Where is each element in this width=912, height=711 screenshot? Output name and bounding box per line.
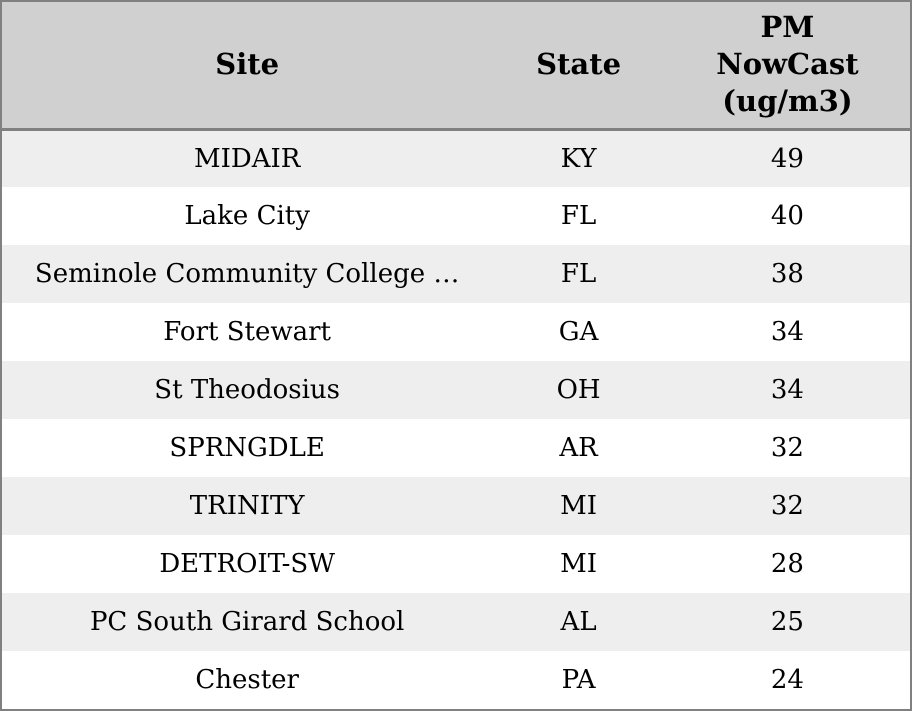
column-header-state: State (492, 2, 665, 131)
table-body: MIDAIR KY 49 Lake City FL 40 Seminole Co… (2, 129, 910, 709)
column-header-pm-nowcast: PM NowCast (ug/m3) (664, 2, 910, 131)
table-row: Seminole Community College … FL 38 (2, 245, 910, 303)
table-row: DETROIT-SW MI 28 (2, 535, 910, 593)
cell-pm-nowcast: 25 (664, 593, 910, 651)
table-row: PC South Girard School AL 25 (2, 593, 910, 651)
cell-state: FL (492, 187, 665, 245)
cell-pm-nowcast: 34 (664, 303, 910, 361)
table-row: Fort Stewart GA 34 (2, 303, 910, 361)
table-row: St Theodosius OH 34 (2, 361, 910, 419)
cell-pm-nowcast: 24 (664, 651, 910, 709)
cell-site: MIDAIR (2, 129, 493, 187)
cell-state: OH (492, 361, 665, 419)
cell-state: AR (492, 419, 665, 477)
cell-site: TRINITY (2, 477, 493, 535)
cell-state: GA (492, 303, 665, 361)
table-row: SPRNGDLE AR 32 (2, 419, 910, 477)
cell-site: Chester (2, 651, 493, 709)
cell-state: FL (492, 245, 665, 303)
cell-state: PA (492, 651, 665, 709)
cell-state: MI (492, 477, 665, 535)
column-header-site: Site (2, 2, 493, 131)
cell-site: St Theodosius (2, 361, 493, 419)
cell-pm-nowcast: 32 (664, 419, 910, 477)
cell-state: MI (492, 535, 665, 593)
cell-pm-nowcast: 38 (664, 245, 910, 303)
cell-pm-nowcast: 49 (664, 129, 910, 187)
cell-site: Seminole Community College … (2, 245, 493, 303)
cell-pm-nowcast: 40 (664, 187, 910, 245)
cell-state: KY (492, 129, 665, 187)
cell-pm-nowcast: 28 (664, 535, 910, 593)
cell-site: DETROIT-SW (2, 535, 493, 593)
table-row: MIDAIR KY 49 (2, 129, 910, 187)
table-row: Chester PA 24 (2, 651, 910, 709)
table-header-row: Site State PM NowCast (ug/m3) (2, 2, 910, 131)
table-row: TRINITY MI 32 (2, 477, 910, 535)
cell-site: PC South Girard School (2, 593, 493, 651)
cell-pm-nowcast: 32 (664, 477, 910, 535)
cell-pm-nowcast: 34 (664, 361, 910, 419)
cell-state: AL (492, 593, 665, 651)
cell-site: Fort Stewart (2, 303, 493, 361)
cell-site: Lake City (2, 187, 493, 245)
cell-site: SPRNGDLE (2, 419, 493, 477)
table-header: Site State PM NowCast (ug/m3) (2, 2, 910, 131)
table-row: Lake City FL 40 (2, 187, 910, 245)
